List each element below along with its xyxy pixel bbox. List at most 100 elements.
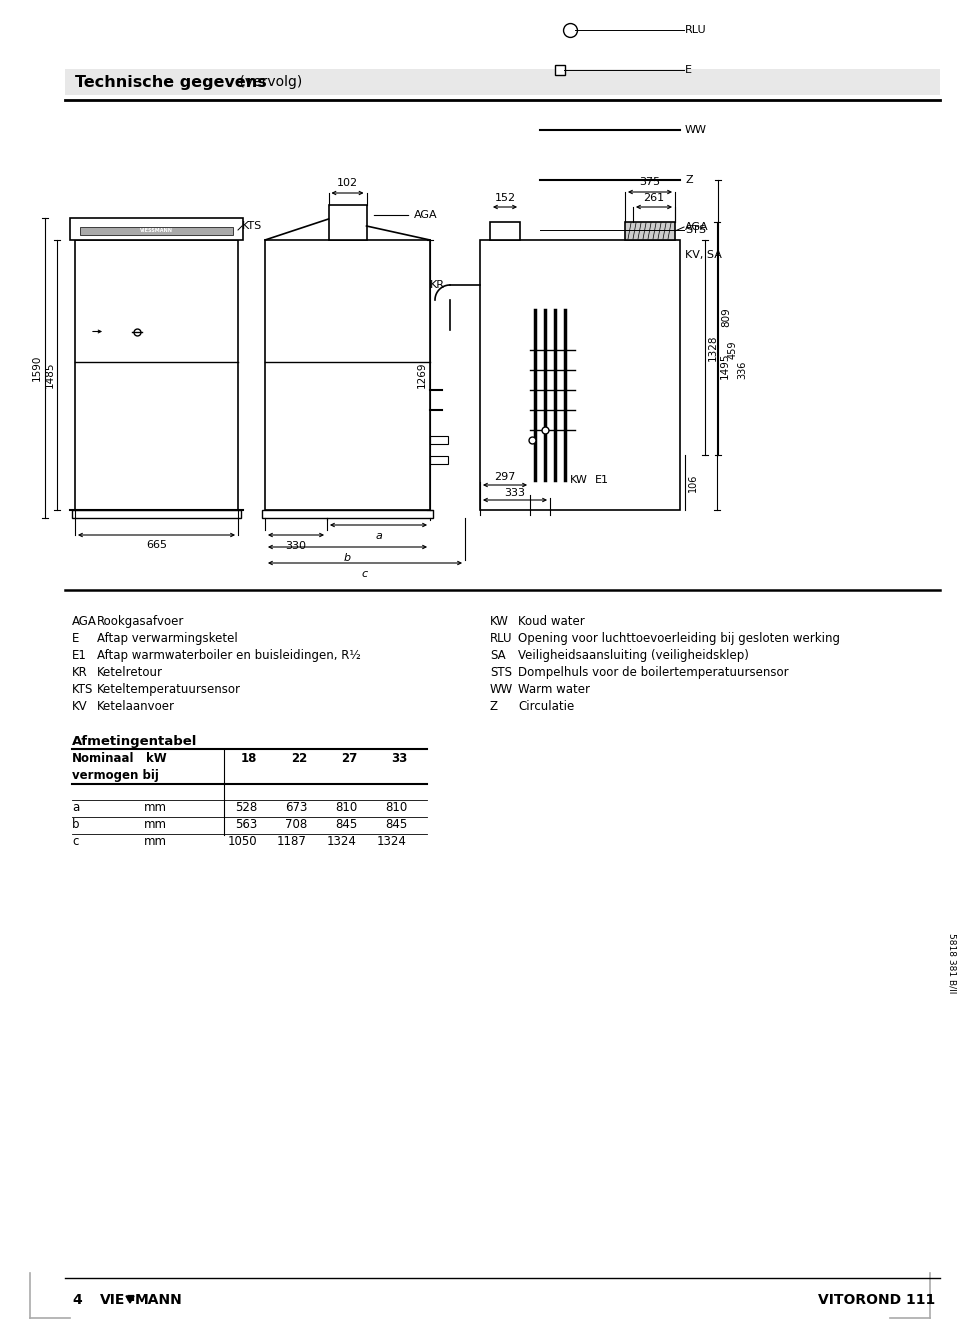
- Bar: [75, 240, 238, 511]
- Text: VIE: VIE: [100, 1293, 126, 1306]
- Text: 261: 261: [643, 193, 664, 203]
- Text: b: b: [344, 553, 351, 563]
- Text: 1324: 1324: [327, 834, 357, 848]
- Text: RLU: RLU: [685, 25, 707, 35]
- Text: 563: 563: [235, 818, 257, 830]
- Text: Technische gegevens: Technische gegevens: [75, 75, 267, 89]
- Text: a: a: [72, 801, 80, 814]
- Bar: [265, 240, 430, 511]
- Text: 1485: 1485: [45, 361, 55, 388]
- Text: 459: 459: [728, 341, 738, 360]
- Text: Rookgasafvoer: Rookgasafvoer: [97, 615, 184, 628]
- Text: Keteltemperatuursensor: Keteltemperatuursensor: [97, 682, 241, 696]
- Text: 1269: 1269: [417, 361, 427, 388]
- Text: 336: 336: [737, 361, 747, 379]
- Text: MANN: MANN: [135, 1293, 182, 1306]
- Text: Afmetingentabel: Afmetingentabel: [72, 734, 198, 748]
- Text: 528: 528: [235, 801, 257, 814]
- Text: 297: 297: [494, 472, 516, 483]
- Text: 809: 809: [721, 308, 731, 328]
- Text: KR: KR: [72, 666, 87, 678]
- Text: 1050: 1050: [228, 834, 257, 848]
- Text: mm: mm: [144, 834, 167, 848]
- Bar: [430, 436, 448, 444]
- Text: KR: KR: [430, 280, 445, 291]
- Text: E: E: [685, 65, 692, 75]
- Text: 1187: 1187: [277, 834, 307, 848]
- Text: 673: 673: [284, 801, 307, 814]
- Text: KTS: KTS: [72, 682, 93, 696]
- Text: Aftap warmwaterboiler en buisleidingen, R½: Aftap warmwaterboiler en buisleidingen, …: [97, 649, 361, 663]
- Text: Ketelretour: Ketelretour: [97, 666, 163, 678]
- Text: VITOROND 111: VITOROND 111: [818, 1293, 935, 1306]
- Text: STS: STS: [685, 225, 706, 235]
- Text: 810: 810: [385, 801, 407, 814]
- Text: 330: 330: [285, 541, 306, 551]
- Bar: [262, 511, 433, 519]
- Bar: [70, 219, 243, 240]
- Bar: [72, 511, 241, 519]
- Text: 665: 665: [146, 540, 167, 551]
- Polygon shape: [126, 1296, 134, 1302]
- Text: 1328: 1328: [708, 335, 718, 361]
- Text: ■: ■: [126, 1293, 133, 1302]
- Text: KW: KW: [570, 475, 588, 485]
- Text: mm: mm: [144, 818, 167, 830]
- Text: Circulatie: Circulatie: [518, 700, 574, 713]
- Bar: [65, 69, 940, 95]
- Text: b: b: [72, 818, 80, 830]
- Text: Dompelhuls voor de boilertemperatuursensor: Dompelhuls voor de boilertemperatuursens…: [518, 666, 788, 678]
- Text: Z: Z: [685, 175, 692, 185]
- Text: KV: KV: [72, 700, 87, 713]
- Text: E: E: [72, 632, 80, 645]
- Text: (vervolg): (vervolg): [235, 75, 302, 89]
- Text: AGA: AGA: [414, 211, 437, 220]
- Text: E1: E1: [595, 475, 609, 485]
- Text: SA: SA: [490, 649, 506, 663]
- Bar: [490, 223, 520, 240]
- Bar: [328, 205, 367, 240]
- Text: 810: 810: [335, 801, 357, 814]
- Text: 1495: 1495: [720, 353, 730, 380]
- Text: 708: 708: [285, 818, 307, 830]
- Text: 375: 375: [639, 177, 660, 187]
- Text: 4: 4: [72, 1293, 82, 1306]
- Text: Koud water: Koud water: [518, 615, 585, 628]
- Text: c: c: [72, 834, 79, 848]
- Text: WW: WW: [490, 682, 514, 696]
- Text: KTS: KTS: [242, 221, 262, 231]
- Text: c: c: [362, 569, 368, 579]
- Text: AGA: AGA: [685, 223, 708, 232]
- Text: 845: 845: [335, 818, 357, 830]
- Bar: [430, 456, 448, 464]
- Text: Veiligheidsaansluiting (veiligheidsklep): Veiligheidsaansluiting (veiligheidsklep): [518, 649, 749, 663]
- Text: mm: mm: [144, 801, 167, 814]
- Text: 102: 102: [337, 179, 358, 188]
- Bar: [625, 223, 675, 240]
- Text: Opening voor luchttoevoerleiding bij gesloten werking: Opening voor luchttoevoerleiding bij ges…: [518, 632, 840, 645]
- Text: 152: 152: [494, 193, 516, 203]
- Text: 18: 18: [241, 752, 257, 765]
- Text: KV, SA: KV, SA: [685, 251, 722, 260]
- Text: a: a: [375, 531, 382, 541]
- Text: Nominaal: Nominaal: [72, 752, 134, 765]
- Text: Aftap verwarmingsketel: Aftap verwarmingsketel: [97, 632, 238, 645]
- Text: Ketelaanvoer: Ketelaanvoer: [97, 700, 175, 713]
- Text: 1590: 1590: [32, 355, 42, 381]
- Text: WW: WW: [685, 125, 707, 135]
- Text: 845: 845: [385, 818, 407, 830]
- Text: 33: 33: [391, 752, 407, 765]
- Bar: [80, 227, 233, 235]
- Text: KW: KW: [490, 615, 509, 628]
- Text: STS: STS: [490, 666, 512, 678]
- Text: AGA: AGA: [72, 615, 97, 628]
- Text: VIESSMANN: VIESSMANN: [140, 228, 173, 233]
- Text: Z: Z: [490, 700, 498, 713]
- Bar: [480, 240, 680, 511]
- Text: kW: kW: [146, 752, 167, 765]
- Text: 106: 106: [688, 473, 698, 492]
- Text: E1: E1: [72, 649, 86, 663]
- Text: 1324: 1324: [377, 834, 407, 848]
- Text: Warm water: Warm water: [518, 682, 590, 696]
- Text: RLU: RLU: [490, 632, 513, 645]
